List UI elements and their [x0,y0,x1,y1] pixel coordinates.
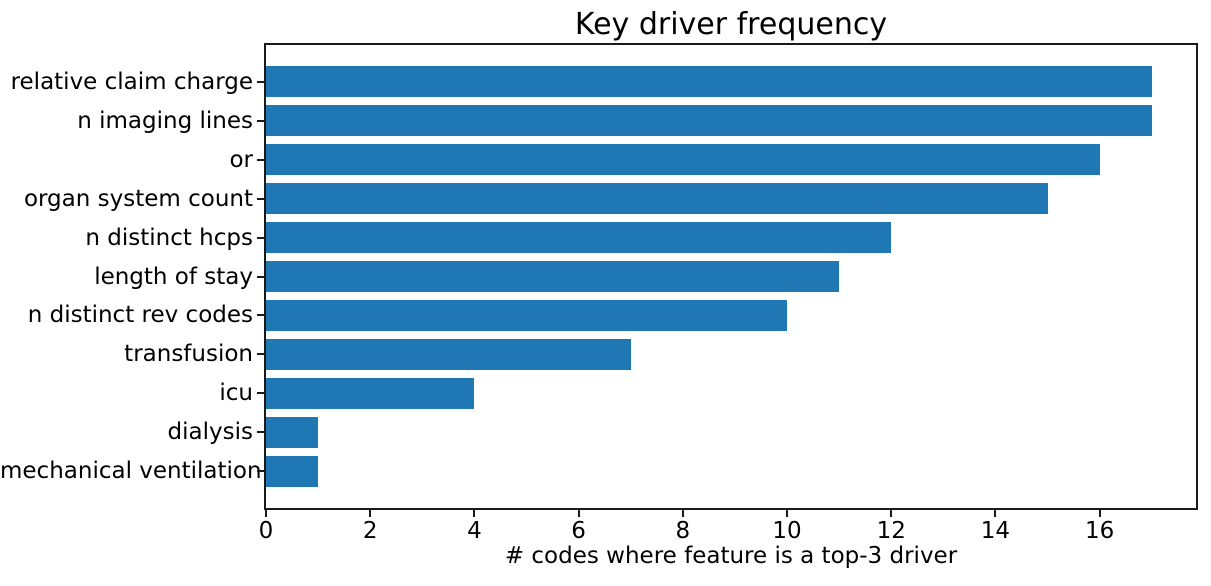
x-tick-mark [1098,510,1101,517]
bar-dialysis [266,416,319,448]
y-tick-label-organ-system-count: organ system count [23,185,253,212]
x-tick-mark [473,510,476,517]
y-tick-mark [257,80,264,83]
x-tick-label-8: 8 [675,518,691,544]
bar-organ-system-count [266,182,1048,215]
bar-n-imaging-lines [266,105,1152,137]
y-tick-mark [257,353,264,356]
bar-n-distinct-hcps [266,221,892,254]
y-tick-label-length-of-stay: length of stay [94,263,253,290]
x-tick-label-16: 16 [1084,518,1115,544]
x-tick-mark [265,510,267,517]
y-tick-mark [257,314,264,317]
y-tick-label-or: or [229,146,253,173]
x-tick-label-6: 6 [571,518,586,544]
y-tick-mark [257,431,264,434]
y-tick-mark [257,119,264,122]
y-tick-mark [257,236,264,239]
y-tick-label-icu: icu [219,380,253,407]
x-tick-mark [890,510,893,517]
bar-relative-claim-charge [266,66,1152,98]
bar-mechanical-ventilation [266,455,319,487]
bar-transfusion [266,338,631,371]
y-tick-label-n-distinct-rev-codes: n distinct rev codes [27,302,253,329]
x-tick-label-0: 0 [258,518,274,544]
y-tick-mark [257,197,264,200]
chart-title: Key driver frequency [574,7,888,42]
plot-area [264,43,1198,510]
y-tick-label-mechanical-ventilation: mechanical ventilation [0,458,262,485]
y-tick-label-relative-claim-charge: relative claim charge [10,68,253,95]
x-axis-label: # codes where feature is a top-3 driver [504,543,958,569]
bar-length-of-stay [266,260,840,293]
x-tick-label-2: 2 [362,518,378,544]
x-tick-label-12: 12 [876,518,906,544]
x-tick-mark [681,510,684,517]
bar-or [266,143,1100,176]
x-tick-label-14: 14 [980,518,1011,544]
bar-n-distinct-rev-codes [266,299,787,332]
y-tick-mark [257,158,264,161]
y-tick-mark [257,470,264,473]
y-tick-label-transfusion: transfusion [124,341,253,368]
x-tick-mark [994,510,997,517]
y-tick-mark [257,392,264,395]
x-tick-mark [369,510,372,517]
x-tick-mark [786,510,788,517]
x-tick-label-4: 4 [467,518,482,544]
y-tick-label-n-imaging-lines: n imaging lines [77,107,253,134]
bar-icu [266,377,475,409]
y-tick-label-n-distinct-hcps: n distinct hcps [85,224,253,251]
x-tick-label-10: 10 [772,518,802,544]
y-tick-mark [257,275,264,278]
x-tick-mark [577,510,580,517]
y-tick-label-dialysis: dialysis [167,419,253,446]
